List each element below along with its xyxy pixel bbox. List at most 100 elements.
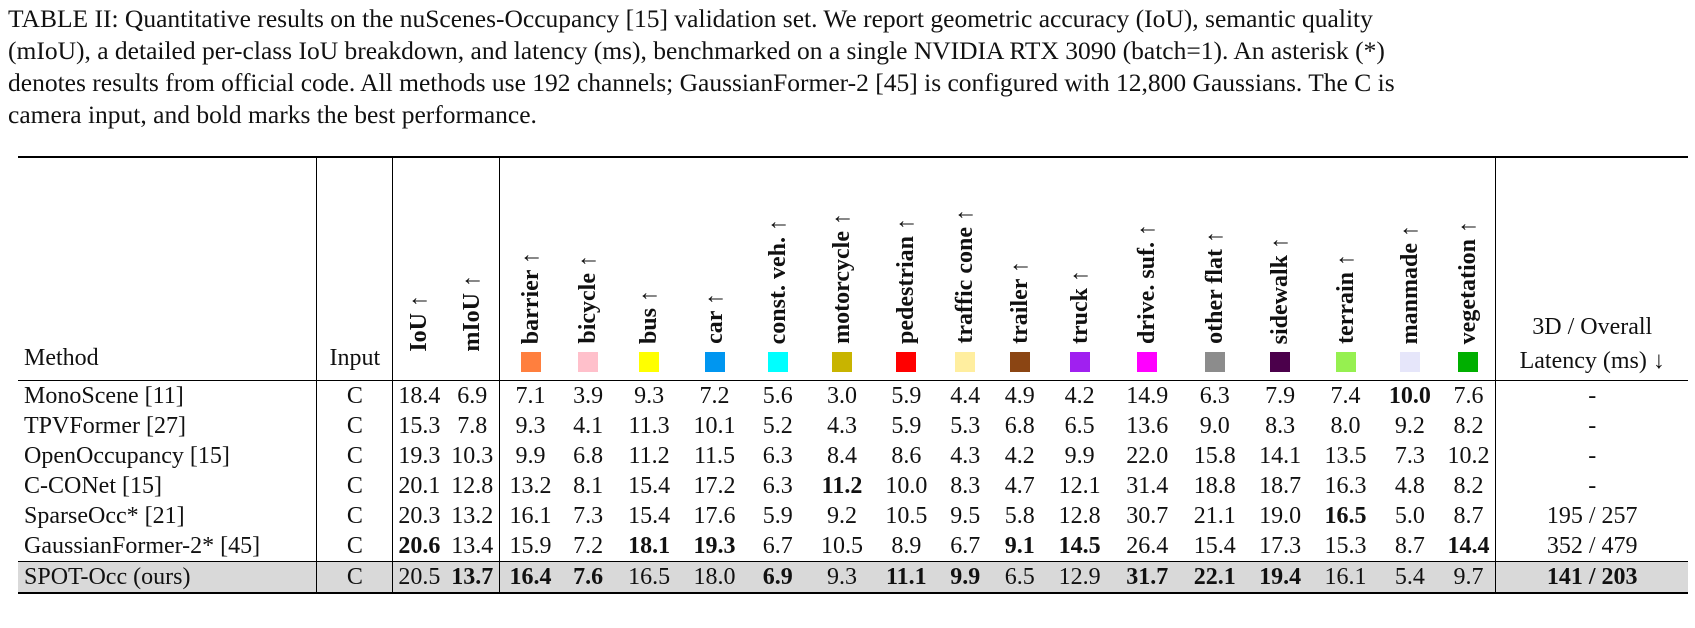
class-iou-cell: 3.0 [809,380,875,411]
class-iou-cell: 18.8 [1193,472,1236,499]
class-iou-cell: 9.0 [1199,412,1230,439]
class-iou-cell: 8.7 [1441,501,1497,531]
class-label: truck ↑ [1066,270,1093,344]
table-row: OpenOccupancy [15] C 19.3 10.3 9.9 6.8 11.2 11.… [18,441,1688,471]
method-cell: GaussianFormer-2* [45] [18,531,318,562]
class-color-swatch [955,352,976,372]
method-cell: OpenOccupancy [15] [18,441,318,471]
class-iou-cell: 9.2 [827,502,858,529]
class-iou-cell: 10.0 [1378,380,1442,411]
class-header: barrier ↑ [499,157,561,381]
class-iou-cell: 4.2 [1046,380,1113,411]
method-cell: SPOT-Occ (ours) [18,561,318,594]
class-iou-cell: 19.4 [1247,561,1313,594]
class-iou-cell: 15.8 [1193,442,1236,469]
input-cell: C [316,380,394,411]
class-iou-cell: 5.3 [950,412,981,439]
class-label: const. veh. ↑ [764,218,791,344]
class-iou-cell: 6.3 [762,472,793,499]
class-iou-cell: 9.1 [1004,532,1035,559]
table-row: MonoScene [11] C 18.4 6.9 7.1 3.9 9.3 7.2 5.6 3.0… [18,380,1688,411]
iou-cell: 19.3 [398,442,441,469]
class-iou-cell: 15.9 [509,532,552,559]
header-row: Method Input IoU ↑ mIoU ↑ barrier ↑ bicyc… [18,157,1688,381]
latency-header: 3D / Overall Latency (ms) ↓ [1495,157,1688,381]
miou-cell: 6.9 [445,380,501,411]
class-iou-cell: 7.6 [1441,380,1497,411]
class-color-swatch [1335,352,1356,372]
input-cell: C [316,561,394,594]
input-header: Input [316,157,394,381]
class-label: drive. suf. ↑ [1134,224,1161,344]
class-color-swatch [639,352,660,372]
caption-line: camera input, and bold marks the best pe… [8,100,537,129]
class-iou-cell: 22.0 [1126,442,1169,469]
class-iou-cell: 4.7 [1004,472,1035,499]
class-iou-cell: 31.4 [1126,472,1169,499]
class-iou-cell: 9.3 [515,412,546,439]
class-iou-cell: 6.3 [762,442,793,469]
class-iou-cell: 21.1 [1193,502,1236,529]
class-iou-cell: 7.9 [1247,380,1313,411]
class-header: truck ↑ [1047,157,1112,381]
class-color-swatch [832,352,853,372]
method-header: Method [18,157,318,381]
class-label: manmade ↑ [1396,224,1423,344]
class-iou-cell: 19.3 [693,532,736,559]
class-iou-cell: 10.5 [821,532,864,559]
class-iou-cell: 15.3 [1324,532,1367,559]
table-row: SPOT-Occ (ours) C 20.5 13.7 16.4 7.6 16.5 18.0 6… [18,561,1688,594]
class-iou-cell: 5.9 [891,412,922,439]
class-header: trailer ↑ [992,157,1047,381]
iou-cell: 18.4 [392,380,446,411]
class-iou-cell: 8.3 [950,472,981,499]
class-iou-cell: 9.7 [1441,561,1497,594]
iou-cell: 20.6 [398,532,441,559]
iou-header: IoU ↑ [406,295,433,352]
latency-cell: 141 / 203 [1495,561,1688,594]
results-table: Method Input IoU ↑ mIoU ↑ barrier ↑ bicyc… [18,156,1688,594]
input-cell: C [316,501,394,531]
class-iou-cell: 8.7 [1394,532,1425,559]
class-iou-cell: 14.1 [1259,442,1302,469]
iou-cell: 20.1 [398,472,441,499]
class-iou-cell: 4.3 [950,442,981,469]
class-color-swatch [578,352,599,372]
class-iou-cell: 14.5 [1058,532,1101,559]
class-iou-cell: 19.0 [1259,502,1302,529]
latency-cell: - [1495,441,1688,471]
miou-cell: 13.4 [445,531,501,562]
class-iou-cell: 8.1 [573,472,604,499]
class-color-swatch [1270,352,1291,372]
input-cell: C [316,441,394,471]
class-header: manmade ↑ [1378,157,1441,381]
iou-cell: 15.3 [398,412,441,439]
class-iou-cell: 4.8 [1394,472,1425,499]
class-iou-cell: 17.6 [693,502,736,529]
class-label: car ↑ [701,293,728,344]
class-iou-cell: 16.1 [509,502,552,529]
class-iou-cell: 30.7 [1126,502,1169,529]
miou-cell: 13.2 [445,501,501,531]
class-iou-cell: 15.4 [628,502,671,529]
class-label: other flat ↑ [1201,231,1228,344]
class-iou-cell: 18.7 [1259,472,1302,499]
class-iou-cell: 5.6 [746,380,810,411]
input-cell: C [316,531,394,562]
class-iou-cell: 11.5 [693,442,736,469]
class-color-swatch [1458,352,1479,372]
class-iou-cell: 12.1 [1058,472,1101,499]
class-iou-cell: 15.4 [1193,532,1236,559]
class-iou-cell: 6.8 [1004,412,1035,439]
class-iou-cell: 11.1 [874,561,938,594]
class-iou-cell: 16.5 [615,561,683,594]
class-iou-cell: 11.3 [628,412,670,439]
class-color-swatch [1137,352,1158,372]
class-color-swatch [704,352,725,372]
class-iou-cell: 14.9 [1112,380,1183,411]
miou-cell: 7.8 [445,411,501,441]
class-label: sidewalk ↑ [1267,236,1294,344]
class-iou-cell: 13.6 [1126,412,1169,439]
class-label: barrier ↑ [517,251,544,344]
miou-cell: 13.7 [445,561,501,594]
